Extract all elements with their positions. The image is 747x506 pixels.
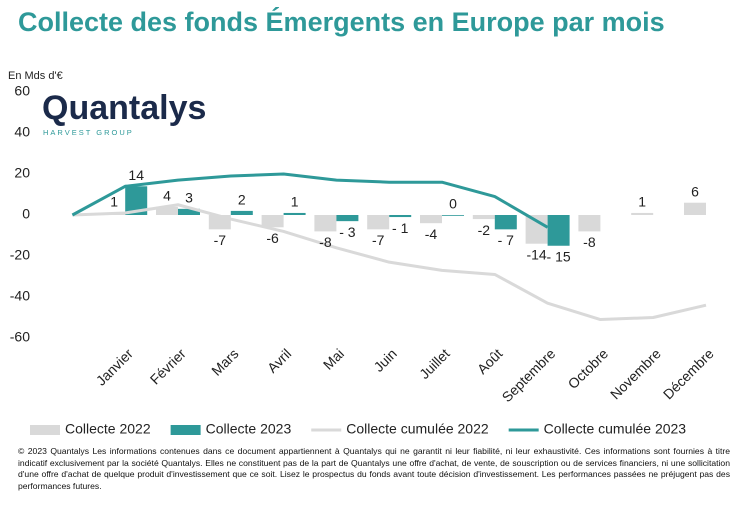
data-label: - 3 bbox=[339, 224, 356, 240]
line bbox=[72, 203, 707, 322]
data-label: 1 bbox=[291, 194, 299, 210]
y-tick-label: 0 bbox=[22, 206, 30, 222]
x-tick-label: Juin bbox=[370, 345, 399, 374]
y-tick-label: -20 bbox=[10, 247, 30, 263]
x-tick-label: Février bbox=[147, 345, 189, 387]
bar bbox=[420, 215, 442, 224]
bar bbox=[283, 212, 306, 215]
x-tick-label: Janvier bbox=[93, 345, 136, 388]
bar bbox=[442, 215, 464, 216]
x-tick-label: Septembre bbox=[499, 345, 559, 405]
y-axis-label: En Mds d'€ bbox=[8, 70, 63, 82]
data-label: -8 bbox=[583, 234, 596, 250]
data-label: - 15 bbox=[547, 248, 571, 264]
bar bbox=[684, 202, 706, 215]
bar bbox=[578, 215, 601, 232]
y-tick-label: -60 bbox=[10, 329, 30, 345]
bar bbox=[472, 215, 495, 220]
y-tick-label: -40 bbox=[10, 288, 30, 304]
legend-label: Collecte cumulée 2023 bbox=[544, 421, 687, 437]
bar bbox=[367, 215, 390, 230]
legend-label: Collecte cumulée 2022 bbox=[346, 421, 489, 437]
bar bbox=[525, 215, 548, 244]
y-tick-label: 60 bbox=[14, 83, 30, 99]
bar bbox=[230, 210, 253, 215]
x-tick-label: Octobre bbox=[565, 345, 612, 392]
line bbox=[71, 172, 549, 229]
brand: Quantalys bbox=[42, 89, 206, 127]
data-label: -8 bbox=[319, 234, 332, 250]
x-tick-label: Juillet bbox=[416, 345, 453, 382]
bar bbox=[261, 215, 284, 228]
bar bbox=[336, 215, 359, 222]
data-label: -2 bbox=[478, 222, 491, 238]
bar bbox=[494, 215, 517, 230]
bar bbox=[547, 215, 570, 246]
data-label: - 1 bbox=[392, 220, 409, 236]
bar bbox=[178, 208, 200, 215]
data-label: -7 bbox=[372, 232, 385, 248]
x-tick-label: Mars bbox=[208, 345, 241, 378]
data-label: -7 bbox=[214, 232, 227, 248]
data-label: 6 bbox=[691, 183, 699, 199]
bar bbox=[156, 206, 178, 215]
x-tick-label: Mai bbox=[320, 345, 347, 372]
legend-swatch bbox=[170, 425, 201, 435]
x-tick-label: Août bbox=[474, 345, 506, 377]
data-label: 1 bbox=[110, 194, 118, 210]
x-tick-label: Décembre bbox=[660, 345, 717, 402]
bar bbox=[631, 212, 654, 215]
data-label: - 7 bbox=[498, 232, 515, 248]
y-tick-label: 40 bbox=[14, 124, 30, 140]
data-label: 2 bbox=[238, 192, 246, 208]
footer: © 2023 Quantalys Les informations conten… bbox=[18, 446, 730, 491]
data-label: -6 bbox=[266, 230, 279, 246]
chart: Collecte des fonds Émergents en Europe p… bbox=[8, 6, 717, 437]
data-label: 3 bbox=[185, 190, 193, 206]
legend-label: Collecte 2022 bbox=[65, 421, 151, 437]
chart-title: Collecte des fonds Émergents en Europe p… bbox=[18, 6, 665, 37]
data-label: 4 bbox=[163, 188, 171, 204]
bar bbox=[389, 215, 412, 218]
bar bbox=[125, 186, 148, 215]
brand-sub: HARVEST GROUP bbox=[43, 128, 134, 137]
data-label: -4 bbox=[425, 226, 438, 242]
data-label: -14 bbox=[526, 246, 546, 262]
legend-label: Collecte 2023 bbox=[206, 421, 292, 437]
data-label: 14 bbox=[128, 167, 144, 183]
data-label: 1 bbox=[638, 194, 646, 210]
y-tick-label: 20 bbox=[14, 165, 30, 181]
legend-swatch bbox=[30, 425, 60, 435]
data-label: 0 bbox=[449, 196, 457, 212]
x-tick-label: Avril bbox=[264, 345, 294, 375]
x-tick-label: Novembre bbox=[607, 345, 664, 402]
bar bbox=[314, 215, 337, 232]
